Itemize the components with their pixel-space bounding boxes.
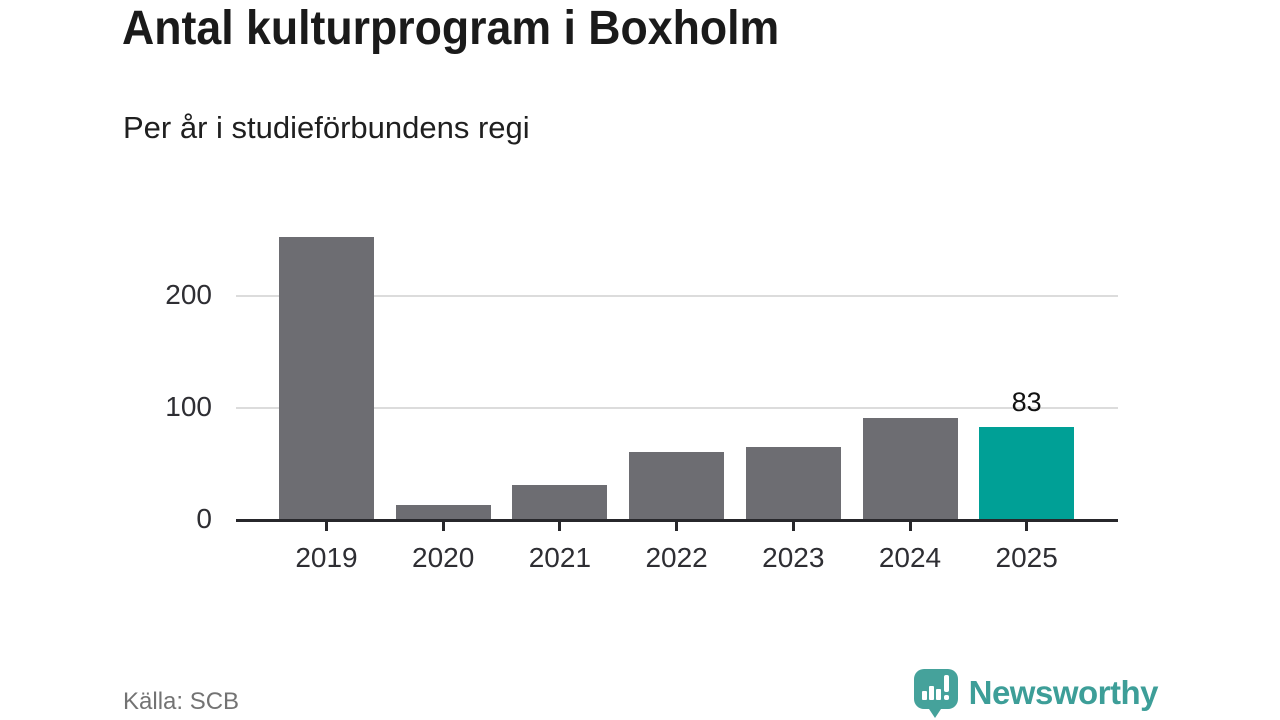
x-axis-line [236,519,1118,522]
bar-2025 [979,427,1075,520]
x-axis-tick-2024 [908,522,912,531]
bar-2022 [629,451,725,520]
y-axis-tick-label: 0 [196,503,212,534]
y-axis-tick-label: 100 [165,391,212,422]
x-axis-label-2025: 2025 [995,542,1058,573]
x-axis-tick-2019 [325,522,328,531]
x-axis-tick-2025 [1025,522,1029,531]
gridline-100 [236,407,1118,409]
gridline-200 [236,295,1118,297]
x-axis-label-2021: 2021 [528,542,592,573]
y-axis-tick-label: 200 [165,279,212,310]
brand-name: Newsworthy [968,674,1159,711]
bar-2023 [745,447,841,520]
x-axis-label-2019: 2019 [295,542,358,573]
x-axis-tick-2020 [441,522,445,531]
x-axis-label-2024: 2024 [878,542,942,573]
bar-value-label-2025: 83 [1011,387,1042,418]
bar-2021 [512,485,608,520]
brand-logo: Newsworthy [913,668,1159,718]
x-axis-tick-2022 [675,522,679,531]
bar-2019 [279,236,374,520]
x-axis-label-2020: 2020 [412,542,475,573]
newsworthy-speech-bubble-chart-icon [913,668,959,718]
x-axis-tick-2023 [791,522,795,531]
chart-subtitle: Per år i studieförbundens regi [123,110,530,145]
bar-2020 [395,505,491,520]
x-axis-label-2023: 2023 [762,542,825,573]
chart-title: Antal kulturprogram i Boxholm [122,2,780,55]
bar-2024 [862,418,958,520]
source-caption: Källa: SCB [123,688,240,715]
x-axis-label-2022: 2022 [645,542,708,573]
x-axis-tick-2021 [558,522,562,531]
